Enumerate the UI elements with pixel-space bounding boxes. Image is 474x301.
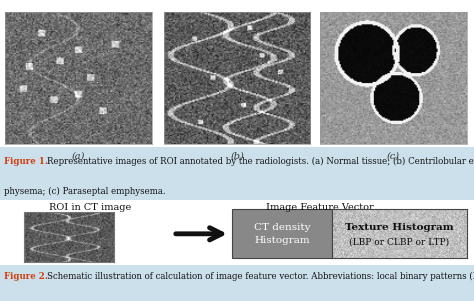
Text: Figure 1.: Figure 1. xyxy=(4,157,48,166)
Text: Texture Histogram: Texture Histogram xyxy=(345,223,454,232)
Text: (LBP or CLBP or LTP): (LBP or CLBP or LTP) xyxy=(349,238,449,247)
Text: ROI in CT image: ROI in CT image xyxy=(49,203,131,213)
Text: Representative images of ROI annotated by the radiologists. (a) Normal tissue; (: Representative images of ROI annotated b… xyxy=(47,157,474,166)
Text: physema; (c) Paraseptal emphysema.: physema; (c) Paraseptal emphysema. xyxy=(4,187,165,196)
FancyBboxPatch shape xyxy=(232,209,332,258)
Text: Schematic illustration of calculation of image feature vector. Abbreviations: lo: Schematic illustration of calculation of… xyxy=(47,272,474,281)
Text: Image Feature Vector: Image Feature Vector xyxy=(266,203,374,213)
Text: (b): (b) xyxy=(230,152,244,161)
Text: CT density: CT density xyxy=(254,223,310,232)
Text: Figure 2.: Figure 2. xyxy=(4,272,48,281)
Text: (a): (a) xyxy=(72,152,85,161)
Text: Histogram: Histogram xyxy=(254,236,310,245)
Text: (c): (c) xyxy=(387,152,400,161)
